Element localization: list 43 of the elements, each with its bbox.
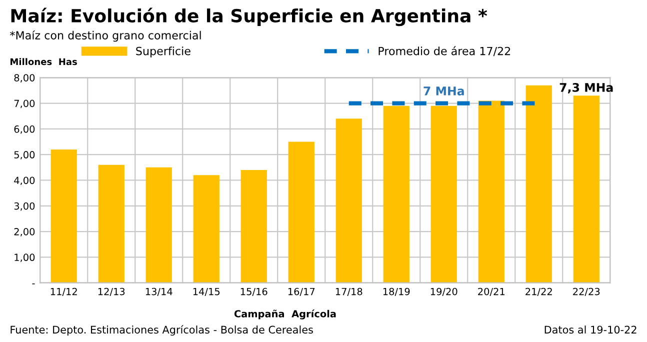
- x-tick-label: 13/14: [146, 288, 172, 296]
- source-note: Fuente: Depto. Estimaciones Agrícolas - Bolsa de Cereales: [10, 325, 313, 336]
- legend-label: Superficie: [136, 46, 190, 58]
- data-label: 7,3 MHa: [560, 82, 613, 94]
- y-tick-label: 2,00: [14, 228, 35, 236]
- x-tick-label: 19/20: [430, 288, 458, 296]
- x-tick-label: 21/22: [526, 288, 552, 296]
- x-tick-label: 17/18: [336, 288, 362, 296]
- y-tick-label: 7,00: [14, 100, 35, 108]
- x-tick-label: 16/17: [288, 288, 315, 296]
- y-tick-label: 3,00: [14, 202, 35, 211]
- x-tick-label: 11/12: [50, 288, 77, 296]
- x-tick-label: 12/13: [98, 288, 125, 296]
- bar: [478, 100, 504, 283]
- bar: [98, 164, 124, 283]
- annotation: 7 MHa: [424, 86, 464, 96]
- chart-subtitle: *Maíz con destino grano comercial: [10, 30, 201, 42]
- x-tick-label: 15/16: [240, 288, 268, 296]
- y-axis-title: Millones Has: [10, 58, 77, 66]
- bar: [430, 106, 457, 283]
- x-tick-label: 14/15: [193, 288, 220, 296]
- bar: [383, 106, 410, 283]
- bar: [146, 167, 172, 283]
- y-tick-label: 4,00: [14, 176, 35, 186]
- text: Datos al 19-10-22: [544, 326, 636, 334]
- bar: [288, 142, 314, 283]
- y-tick-label: 5,00: [14, 151, 35, 160]
- bar: [193, 175, 220, 283]
- x-axis-title: Campaña Agrícola: [234, 310, 336, 320]
- legend-label: Promedio de área 17/22: [378, 46, 510, 56]
- bar: [240, 170, 267, 283]
- bar: [50, 149, 77, 283]
- y-tick-label: 8,00: [14, 74, 35, 82]
- x-tick-label: 20/21: [478, 288, 504, 296]
- x-tick-label: 18/19: [383, 288, 410, 296]
- chart-title: Maíz: Evolución de la Superficie en Argentina *: [11, 8, 488, 26]
- bar: [526, 85, 552, 283]
- bar: [573, 96, 600, 283]
- y-tick-label: -: [32, 283, 35, 284]
- bar: [336, 118, 362, 283]
- y-tick-label: 1,00: [14, 254, 35, 262]
- x-tick-label: 22/23: [573, 288, 600, 296]
- y-tick-label: 6,00: [14, 125, 35, 134]
